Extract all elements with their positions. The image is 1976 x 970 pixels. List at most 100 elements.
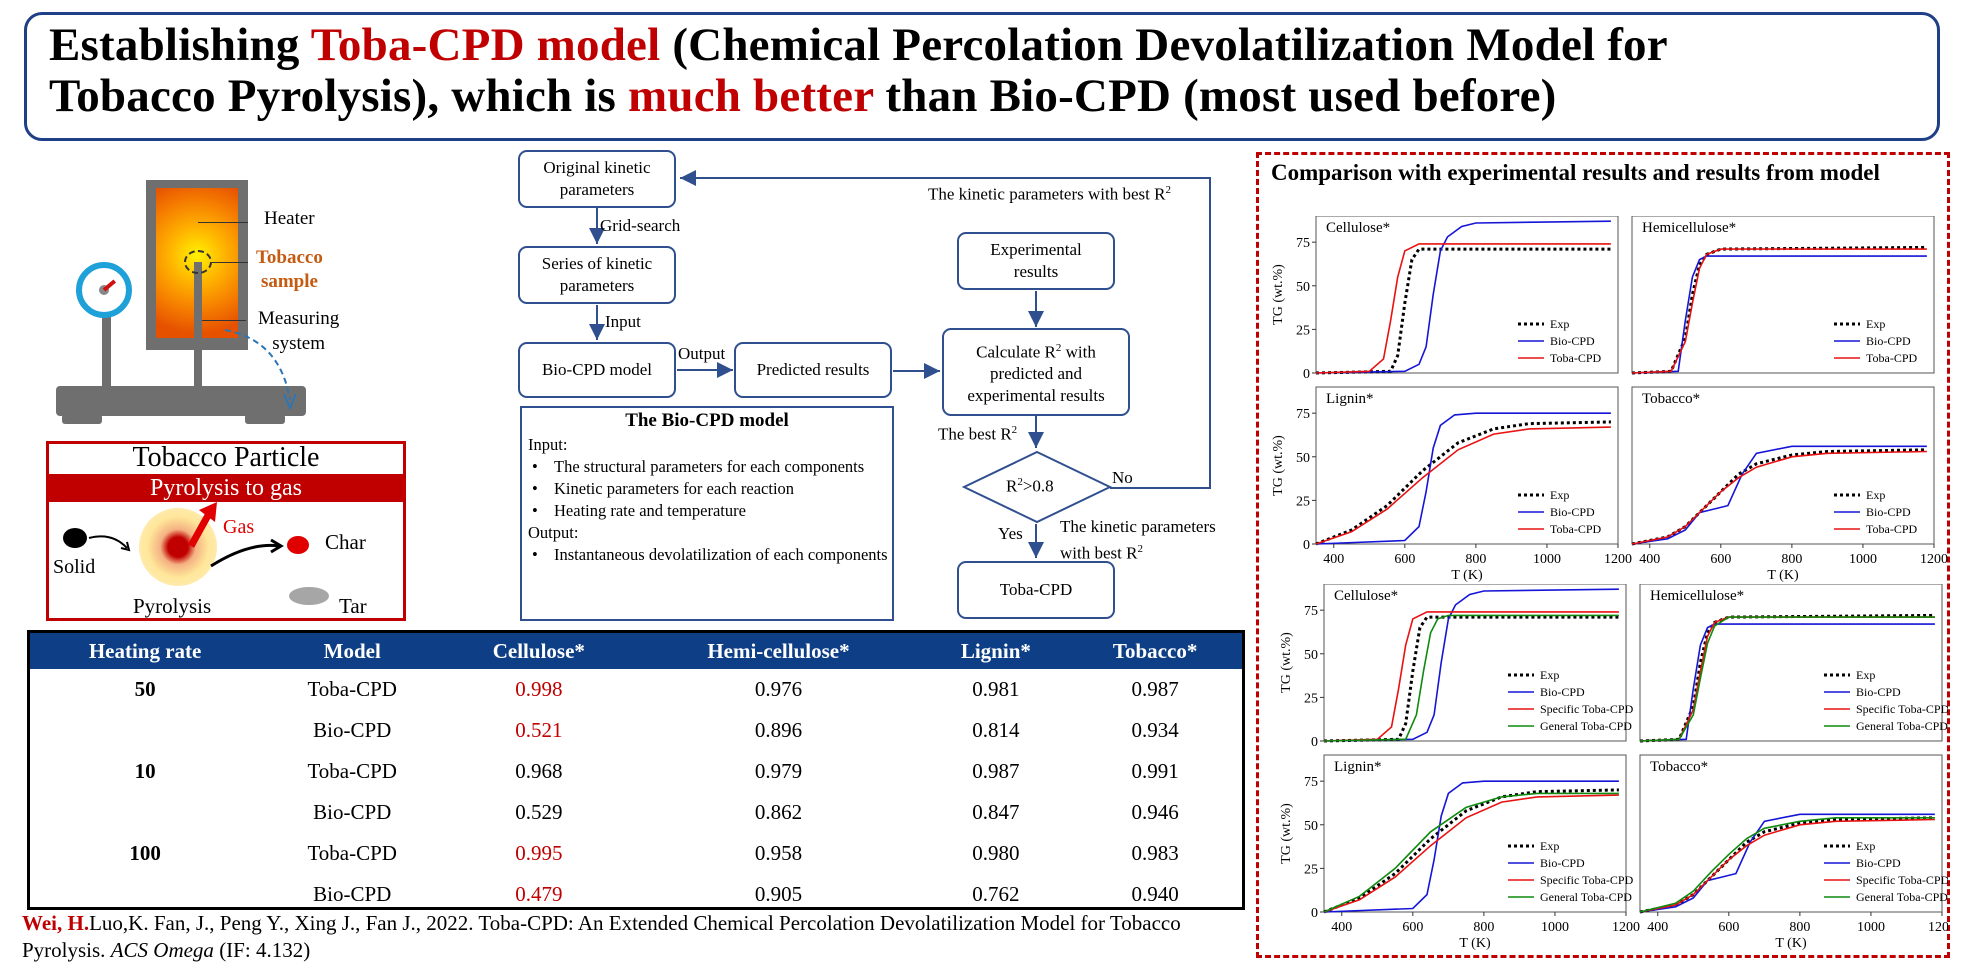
table-cell: 0.958 (754, 841, 803, 865)
series-line-specific-toba-cpd (1639, 818, 1935, 913)
pyrolysis-to-char-arrow (210, 538, 284, 568)
table-cell: 0.976 (754, 677, 803, 701)
table-header-cell: Heating rate (30, 633, 261, 669)
x-tick-label: 600 (1402, 920, 1423, 935)
predicted-results-box: Predicted results (734, 342, 892, 398)
series-line-general-toba-cpd (1639, 616, 1935, 742)
table-cell: 0.991 (1131, 759, 1179, 783)
subplot-frame (1631, 216, 1935, 374)
title-highlight-model: Toba-CPD model (310, 19, 661, 71)
subplot-frame (1323, 584, 1627, 742)
no-label: No (1112, 468, 1133, 487)
legend-label: Bio-CPD (1856, 685, 1901, 699)
grid-search-label: Grid-search (600, 216, 681, 235)
table-cell: 0.896 (754, 718, 803, 742)
y-tick-label: 0 (1311, 906, 1318, 921)
y-axis-label: TG (wt.%) (1279, 632, 1294, 693)
series-line-general-toba-cpd (1323, 614, 1619, 742)
x-tick-label: 400 (1331, 920, 1352, 935)
gas-label: Gas (223, 516, 255, 538)
x-tick-label: 600 (1718, 920, 1739, 935)
best-params-loop-label: The kinetic parameters with best R2 (928, 184, 1171, 204)
table-cell: Toba-CPD (307, 841, 397, 865)
comparison-chart-top: Cellulose* 0 25 50 75 TG (wt.%) Exp Bio-CPD Toba… (1271, 216, 1948, 583)
gauge-stand (102, 290, 111, 386)
gas-flow-arrow (224, 329, 297, 411)
table-cell: 0.862 (754, 800, 803, 824)
bio-cpd-model-box: Bio-CPD model (518, 342, 676, 398)
y-tick-label: 25 (1304, 862, 1318, 877)
bio-cpd-output-list: • Instantaneous devolatilization of each … (522, 544, 892, 566)
table-cell: 0.847 (972, 800, 1020, 824)
bio-cpd-input-label: Input: (528, 435, 568, 454)
subplot-title: Cellulose* (1334, 588, 1398, 604)
series-line-general-toba-cpd (1639, 817, 1935, 913)
table-cell (30, 710, 260, 751)
x-tick-label: 400 (1323, 552, 1344, 567)
legend-label: Bio-CPD (1866, 505, 1911, 519)
pyrolysis-label: Pyrolysis (133, 594, 212, 618)
bio-cpd-output-label: Output: (528, 523, 579, 542)
table-cell (30, 874, 260, 915)
sample-holder-rod (194, 262, 202, 388)
table-cell: 0.995 (515, 841, 563, 865)
series-line-toba-cpd (1315, 426, 1611, 545)
table-row: 100 Toba-CPD 0.995 0.958 0.980 0.983 (30, 833, 1242, 874)
legend-label: Toba-CPD (1866, 351, 1917, 365)
x-tick-label: 600 (1710, 552, 1731, 567)
y-tick-label: 75 (1296, 236, 1310, 251)
subplot-title: Tobacco* (1642, 391, 1700, 407)
table-cell: 10 (134, 759, 156, 783)
series-line-specific-toba-cpd (1323, 611, 1619, 742)
table-header-cell: Tobacco* (1068, 633, 1242, 669)
legend-label: Specific Toba-CPD (1540, 702, 1634, 716)
series-line-toba-cpd (1315, 243, 1611, 374)
tobacco-sample-label: Tobacco sample (256, 247, 323, 292)
table-cell: 0.968 (515, 759, 563, 783)
apparatus-foot-left (62, 414, 102, 424)
table-cell: 0.980 (972, 841, 1020, 865)
flowchart: Original kinetic parameters Grid-search … (0, 0, 1250, 630)
experimental-results-box: Experimental results (957, 232, 1115, 290)
legend-label: Bio-CPD (1550, 334, 1595, 348)
x-axis-label: T (K) (1451, 568, 1483, 583)
table-cell: 0.762 (972, 882, 1020, 906)
reference-author: Wei, H. (22, 911, 90, 935)
legend-label: Specific Toba-CPD (1540, 873, 1634, 887)
subplot-title: Hemicellulose* (1642, 220, 1736, 236)
legend-label: Toba-CPD (1550, 522, 1601, 536)
subplot-frame (1639, 584, 1943, 742)
y-axis-label: TG (wt.%) (1271, 264, 1286, 325)
sample-marker (184, 250, 212, 274)
bullet-item: • Heating rate and temperature (532, 501, 746, 520)
decision-text: R2>0.8 (1006, 476, 1054, 496)
table-cell: 0.987 (1131, 677, 1179, 701)
x-axis-label: T (K) (1459, 936, 1491, 951)
x-tick-label: 1000 (1857, 920, 1885, 935)
title-banner: Establishing Toba-CPD model (Chemical Pe… (24, 12, 1940, 141)
legend-label: Exp (1540, 839, 1559, 853)
particle-title: Tobacco Particle (132, 442, 320, 473)
table-cell: 0.981 (972, 677, 1020, 701)
reference-journal: ACS Omega (110, 938, 214, 962)
bio-cpd-input-list: • The structural parameters for each comp… (522, 456, 892, 522)
subplot-title: Lignin* (1326, 391, 1374, 407)
table-cell (30, 792, 260, 833)
y-tick-label: 50 (1304, 819, 1318, 834)
title-line-2: Tobacco Pyrolysis), which is much better… (49, 70, 1557, 122)
x-tick-label: 600 (1394, 552, 1415, 567)
table-row: Bio-CPD 0.521 0.896 0.814 0.934 (30, 710, 1242, 751)
subplot-title: Lignin* (1334, 759, 1382, 775)
heater-label: Heater (264, 208, 315, 229)
legend-label: Exp (1540, 668, 1559, 682)
apparatus-base (56, 386, 306, 416)
original-kinetic-parameters-box: Original kinetic parameters (518, 150, 676, 208)
y-tick-label: 75 (1304, 604, 1318, 619)
x-tick-label: 1000 (1541, 920, 1569, 935)
series-line-general-toba-cpd (1323, 792, 1619, 913)
yes-label: Yes (998, 524, 1023, 543)
x-axis-label: T (K) (1767, 568, 1799, 583)
table-cell: Toba-CPD (307, 677, 397, 701)
x-tick-label: 1000 (1849, 552, 1877, 567)
series-line-bio-cpd (1639, 813, 1935, 913)
